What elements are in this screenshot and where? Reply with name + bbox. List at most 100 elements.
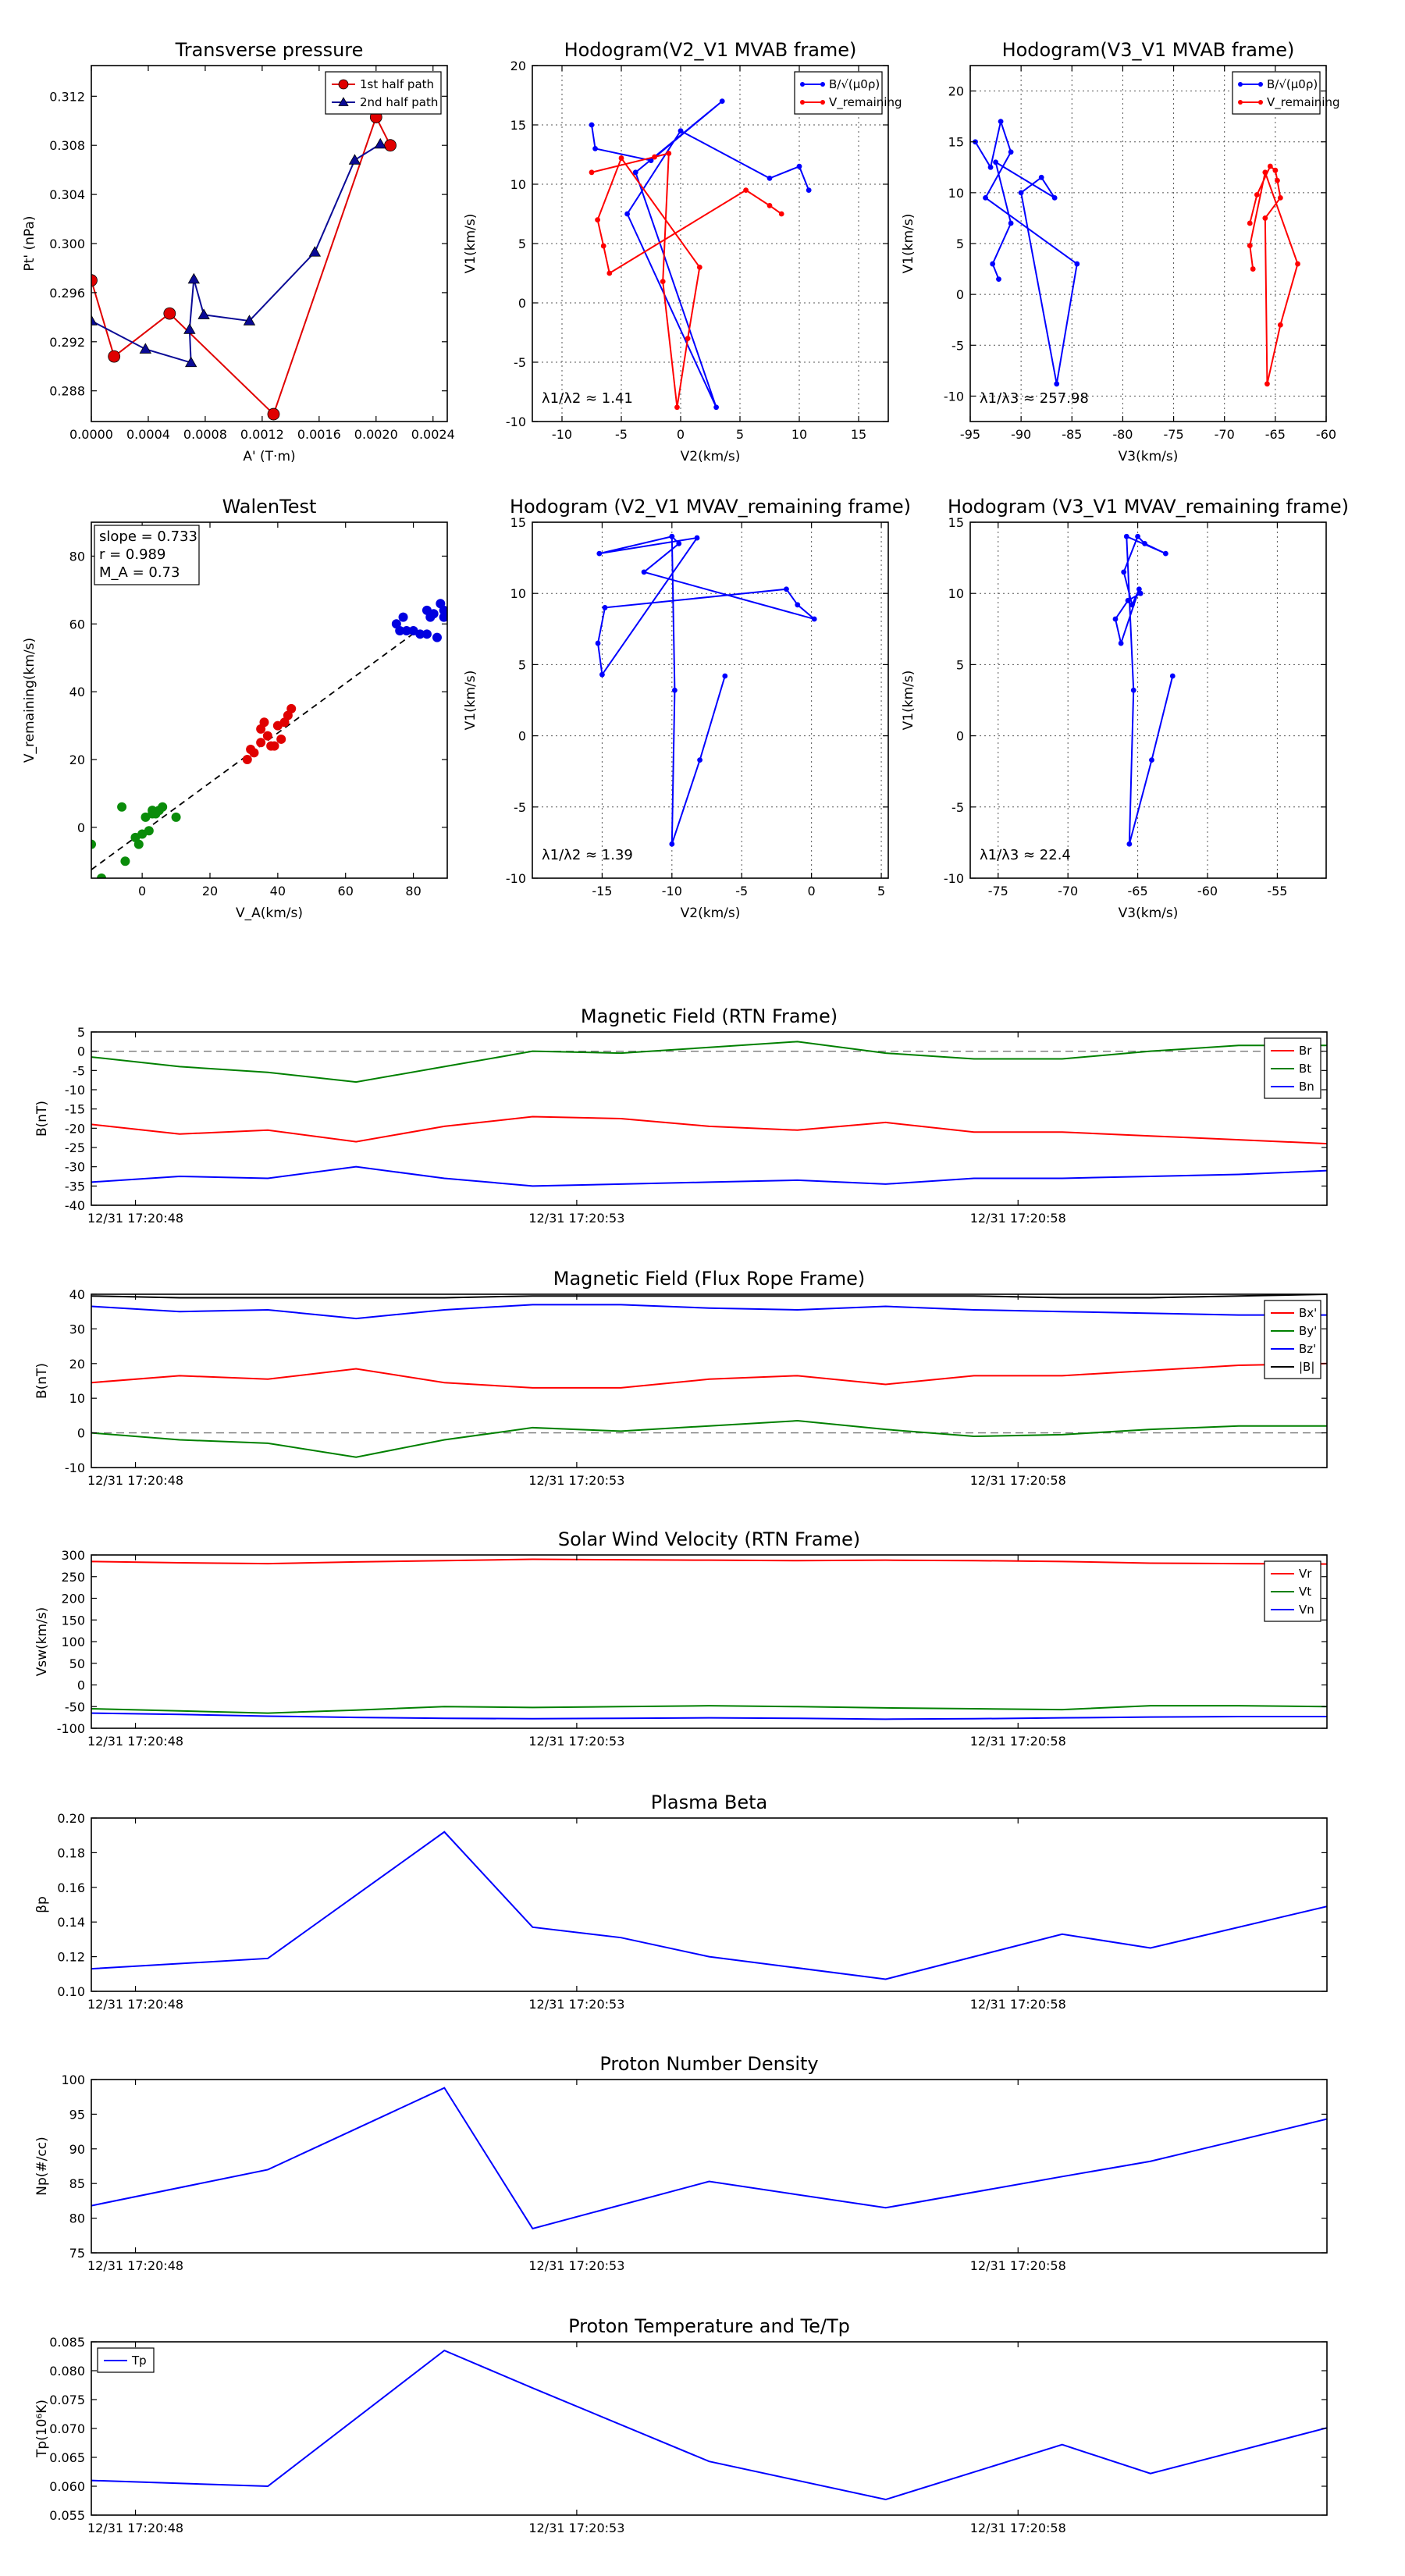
series-Bt bbox=[91, 1041, 1327, 1083]
y-tick-label: 0.304 bbox=[49, 187, 85, 202]
data-point bbox=[1247, 243, 1253, 249]
y-tick-label: 75 bbox=[69, 2246, 85, 2261]
axes-frame bbox=[91, 1293, 1328, 1468]
legend-label: Vn bbox=[1299, 1603, 1314, 1617]
series-By' bbox=[91, 1420, 1327, 1458]
x-tick-label: 12/31 17:20:53 bbox=[528, 1473, 624, 1488]
series-B/√(μ0ρ) bbox=[973, 118, 1080, 387]
data-point bbox=[743, 187, 749, 194]
series-line bbox=[91, 115, 391, 416]
legend-label: 1st half path bbox=[360, 77, 434, 91]
x-tick-label: 0.0000 bbox=[69, 427, 113, 442]
x-tick-label: -10 bbox=[662, 884, 682, 898]
data-point bbox=[767, 176, 773, 181]
y-tick-label: 150 bbox=[61, 1613, 85, 1628]
series-|B| bbox=[91, 1294, 1327, 1299]
y-tick-label: 300 bbox=[61, 1548, 85, 1563]
chart-hodogram_v2_v1_mvab: -10 -5 0 5 10 15 -10 -5 0 5 10 15 20 Hodogram(V2_V1 M… bbox=[463, 39, 902, 464]
axes-frame bbox=[91, 2341, 1328, 2516]
chart-transverse_pressure: 0.0000 0.0004 0.0008 0.0012 0.0016 0.0020 0.00… bbox=[22, 39, 455, 464]
y-tick-label: 0.292 bbox=[49, 335, 85, 350]
y-tick-label: -10 bbox=[944, 389, 964, 404]
x-tick-label: -5 bbox=[735, 884, 748, 898]
y-tick-label: -10 bbox=[506, 871, 526, 886]
data-point bbox=[1277, 194, 1283, 201]
data-point bbox=[998, 119, 1004, 125]
y-tick-label: 0 bbox=[956, 287, 964, 302]
series-V_remaining bbox=[589, 151, 784, 411]
x-tick-label: 0 bbox=[138, 884, 146, 898]
axes-frame bbox=[91, 1031, 1328, 1206]
x-axis-label: V2(km/s) bbox=[681, 449, 741, 464]
y-tick-label: 20 bbox=[69, 753, 85, 767]
series-Bn bbox=[91, 1165, 1327, 1187]
y-tick-label: 10 bbox=[69, 1391, 85, 1406]
y-tick-label: 10 bbox=[948, 586, 964, 601]
x-tick-label: -60 bbox=[1316, 427, 1336, 442]
data-point bbox=[1074, 261, 1080, 267]
data-point bbox=[767, 202, 773, 208]
series-Vt bbox=[91, 1705, 1327, 1714]
y-tick-label: 5 bbox=[518, 657, 526, 672]
y-tick-label: 0.055 bbox=[49, 2508, 85, 2523]
legend: Bx' By' Bz' |B| bbox=[1264, 1300, 1321, 1379]
data-point bbox=[1264, 381, 1270, 387]
x-tick-label: -90 bbox=[1011, 427, 1031, 442]
chart-title: Hodogram(V3_V1 MVAB frame) bbox=[1002, 39, 1295, 61]
x-tick-label: 12/31 17:20:58 bbox=[970, 1211, 1066, 1226]
series-Bz' bbox=[91, 1304, 1327, 1320]
x-tick-label: 12/31 17:20:53 bbox=[528, 1211, 624, 1226]
data-point bbox=[120, 856, 130, 866]
data-point bbox=[432, 632, 442, 642]
data-point bbox=[144, 826, 154, 836]
y-tick-label: -5 bbox=[73, 1063, 85, 1078]
chart-magnetic_field_rtn: 12/31 17:20:48 12/31 17:20:53 12/31 17:20:… bbox=[34, 1005, 1328, 1226]
legend-marker bbox=[1258, 82, 1263, 87]
data-point bbox=[267, 407, 280, 421]
series-line bbox=[91, 1831, 1327, 1980]
x-tick-label: 12/31 17:20:48 bbox=[87, 1473, 183, 1488]
x-tick-label: 0 bbox=[808, 884, 816, 898]
data-point bbox=[97, 873, 107, 878]
data-point bbox=[91, 315, 98, 326]
data-point bbox=[592, 146, 598, 151]
y-tick-label: 0.12 bbox=[57, 1950, 85, 1965]
legend-marker bbox=[800, 82, 805, 87]
x-tick-label: 12/31 17:20:48 bbox=[87, 2521, 183, 2535]
x-tick-label: -95 bbox=[960, 427, 980, 442]
eigenvalue-ratio: λ1/λ2 ≈ 1.41 bbox=[542, 390, 633, 407]
stats-line: M_A = 0.73 bbox=[99, 564, 180, 581]
axes-frame bbox=[91, 2079, 1328, 2254]
y-tick-label: -25 bbox=[65, 1140, 85, 1155]
y-tick-label: 0.075 bbox=[49, 2393, 85, 2407]
data-point bbox=[602, 605, 608, 610]
x-tick-label: -15 bbox=[592, 884, 612, 898]
y-tick-label: 0.16 bbox=[57, 1880, 85, 1895]
data-point bbox=[685, 336, 691, 341]
y-tick-label: 15 bbox=[510, 515, 526, 530]
eigenvalue-ratio: λ1/λ3 ≈ 257.98 bbox=[980, 390, 1089, 407]
data-point bbox=[1295, 261, 1300, 267]
data-point bbox=[1130, 687, 1136, 693]
series-V bbox=[595, 533, 817, 847]
chart-title: Proton Number Density bbox=[599, 2053, 818, 2075]
x-tick-label: -10 bbox=[552, 427, 572, 442]
series-2nd half path bbox=[91, 137, 386, 368]
data-point bbox=[286, 703, 297, 713]
data-point bbox=[1112, 616, 1119, 622]
x-tick-label: -80 bbox=[1112, 427, 1133, 442]
y-axis-label: Vsw(km/s) bbox=[34, 1607, 50, 1677]
x-tick-label: 0.0008 bbox=[183, 427, 227, 442]
legend-label: V_remaining bbox=[1267, 95, 1340, 110]
y-tick-label: 85 bbox=[69, 2176, 85, 2191]
data-point bbox=[429, 609, 439, 619]
y-tick-label: 15 bbox=[948, 515, 964, 530]
data-point bbox=[1149, 757, 1154, 763]
stats-box bbox=[94, 525, 200, 585]
data-point bbox=[641, 569, 647, 575]
chart-title: Transverse pressure bbox=[175, 39, 364, 61]
series-line bbox=[91, 1420, 1327, 1458]
data-point bbox=[1277, 322, 1283, 328]
x-tick-label: 80 bbox=[405, 884, 421, 898]
